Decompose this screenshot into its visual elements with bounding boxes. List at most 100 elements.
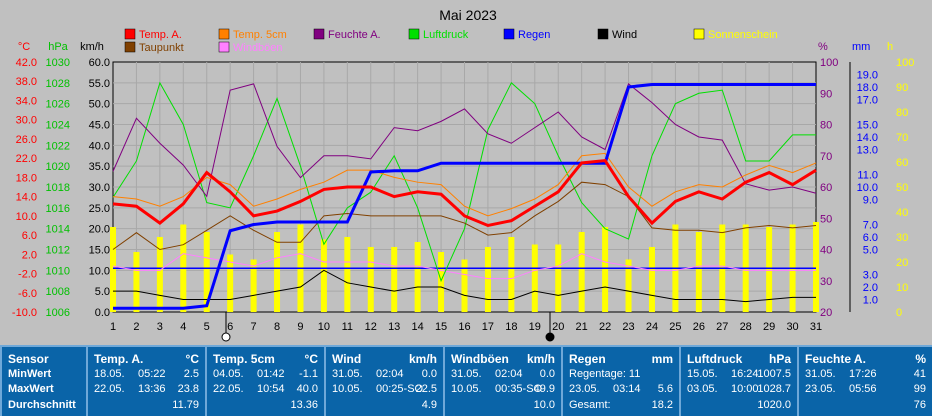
- rain-axis-tick: 19.0: [857, 70, 878, 82]
- full-moon-icon: [221, 332, 231, 342]
- x-tick-label: 12: [365, 321, 377, 333]
- summary-panel: Temp. 5cm °C 04.05. 01:42 -1.1 22.05. 10:54 40.…: [205, 345, 324, 416]
- rain-axis-tick: 17.0: [857, 95, 878, 107]
- panel-title: Temp. A.: [94, 352, 144, 366]
- sunshine-bar: [203, 232, 210, 312]
- x-tick-label: 16: [458, 321, 470, 333]
- panel-min-row-date: 15.05.: [687, 368, 718, 380]
- temp-axis-label: °C: [18, 41, 30, 53]
- x-tick-label: 4: [180, 321, 186, 333]
- pressure-axis-label: hPa: [48, 41, 68, 53]
- x-tick-label: 20: [552, 321, 564, 333]
- panel-header: Wind km/h: [332, 352, 437, 366]
- x-tick-label: 14: [412, 321, 424, 333]
- humidity-axis-tick: 20: [820, 307, 832, 319]
- panel-max-row: 10.05. 00:35-SO 49.9: [451, 383, 555, 397]
- summary-panel: Windböen km/h 31.05. 02:04 0.0 10.05. 00:35-SO…: [443, 345, 561, 416]
- sunshine-bar: [274, 232, 281, 312]
- panel-header: Regen mm: [569, 352, 673, 366]
- panel-min-row: 31.05. 02:04 0.0: [451, 368, 555, 382]
- panel-title: Temp. 5cm: [213, 352, 275, 366]
- panel-header: Luftdruck hPa: [687, 352, 791, 366]
- summary-panel: Feuchte A.% 31.05. 17:26 41 23.05. 05:56 99 76: [797, 345, 932, 416]
- panel-max-row-date: 10.05.: [451, 383, 482, 395]
- panel-min-row-value: 41: [913, 368, 926, 380]
- panel-min-row-value: 0.0: [421, 368, 437, 380]
- x-tick-label: 25: [669, 321, 681, 333]
- x-tick-label: 23: [622, 321, 634, 333]
- humidity-axis-tick: 100: [820, 57, 838, 69]
- legend-label: Windböen: [233, 42, 283, 54]
- series-lines: [112, 81, 817, 310]
- x-tick-label: 29: [763, 321, 775, 333]
- dewpoint-line: [112, 181, 817, 251]
- panel-unit: mm: [651, 352, 673, 366]
- legend-label: Taupunkt: [139, 42, 184, 54]
- x-tick-label: 5: [204, 321, 210, 333]
- x-tick-label: 11: [342, 321, 353, 333]
- wind-axis-tick: 40.0: [89, 140, 110, 152]
- panel-unit: hPa: [768, 352, 791, 366]
- panel-min-row-date: 31.05.: [805, 368, 836, 380]
- x-tick-label: 28: [740, 321, 752, 333]
- panel-max-row-time: 00:35-SO: [495, 383, 543, 395]
- panel-unit: °C: [185, 352, 199, 366]
- panel-header: Windböen km/h: [451, 352, 555, 366]
- panel-min-row: 18.05. 05:22 2.5: [94, 368, 199, 382]
- temp-axis-tick: 2.0: [22, 249, 37, 261]
- x-tick-label: 19: [529, 321, 541, 333]
- panel-max-row-value: 40.0: [296, 383, 318, 395]
- legend-label: Luftdruck: [423, 29, 469, 41]
- temp-axis-tick: 38.0: [16, 76, 37, 88]
- row-max-label: MaxWert: [8, 383, 54, 395]
- panel-avg-value: 76: [913, 399, 926, 411]
- wind-axis-tick: 20.0: [89, 224, 110, 236]
- panel-min-row: 15.05. 16:24 1007.5: [687, 368, 791, 382]
- panel-max-row-date: 10.05.: [332, 383, 363, 395]
- panel-max-row: 22.05. 10:54 40.0: [213, 383, 318, 397]
- panel-max-row: 22.05. 13:36 23.8: [94, 383, 199, 397]
- panel-title: Luftdruck: [687, 352, 743, 366]
- legend-swatch: [124, 41, 136, 53]
- panel-max-row: 10.05. 00:25-SO 22.5: [332, 383, 437, 397]
- panel-min-row-time: 02:04: [495, 368, 523, 380]
- sunshine-bar: [133, 252, 140, 312]
- wind-axis-tick: 60.0: [89, 57, 110, 69]
- legend-swatch: [408, 28, 420, 40]
- wind-axis-tick: 0.0: [95, 307, 110, 319]
- x-tick-label: 17: [482, 321, 494, 333]
- humidity-axis-tick: 90: [820, 88, 832, 100]
- rain-line: [113, 83, 816, 310]
- pressure-axis-tick: 1008: [46, 286, 70, 298]
- temp-5cm-line: [112, 152, 817, 217]
- panel-title: Feuchte A.: [805, 352, 866, 366]
- wind-axis-tick: 55.0: [89, 78, 110, 90]
- panel-unit: °C: [304, 352, 318, 366]
- sun-axis-tick: 10: [896, 282, 908, 294]
- x-tick-label: 18: [505, 321, 517, 333]
- panel-header: Temp. A. °C: [94, 352, 199, 366]
- panel-avg-value: 13.36: [290, 399, 318, 411]
- panel-min-row-date: 31.05.: [451, 368, 482, 380]
- panel-max-row-time: 10:00: [731, 383, 759, 395]
- panel-min-row-date: 31.05.: [332, 368, 363, 380]
- temp-a-line: [112, 158, 817, 228]
- sunshine-bar: [227, 254, 234, 312]
- panel-min-row-date: Regentage: 11: [569, 368, 641, 380]
- wind-axis-tick: 15.0: [89, 245, 110, 257]
- rain-axis-label: mm: [852, 41, 870, 53]
- panel-max-row-value: 99: [913, 383, 926, 395]
- legend-swatch: [693, 28, 705, 40]
- rain-axis-tick: 1.0: [863, 295, 878, 307]
- panel-avg-value: 10.0: [533, 399, 555, 411]
- x-tick-label: 31: [810, 321, 822, 333]
- panel-avg-row: 13.36: [213, 399, 318, 413]
- x-tick-label: 2: [133, 321, 139, 333]
- sun-axis-tick: 30: [896, 232, 908, 244]
- panel-avg-row: 11.79: [94, 399, 199, 413]
- panel-min-row-time: 02:04: [376, 368, 404, 380]
- sunshine-bar: [625, 259, 632, 312]
- panel-max-row-date: 23.05.: [805, 383, 836, 395]
- legend-label: Temp. 5cm: [233, 29, 287, 41]
- chart-title: Mai 2023: [439, 7, 497, 23]
